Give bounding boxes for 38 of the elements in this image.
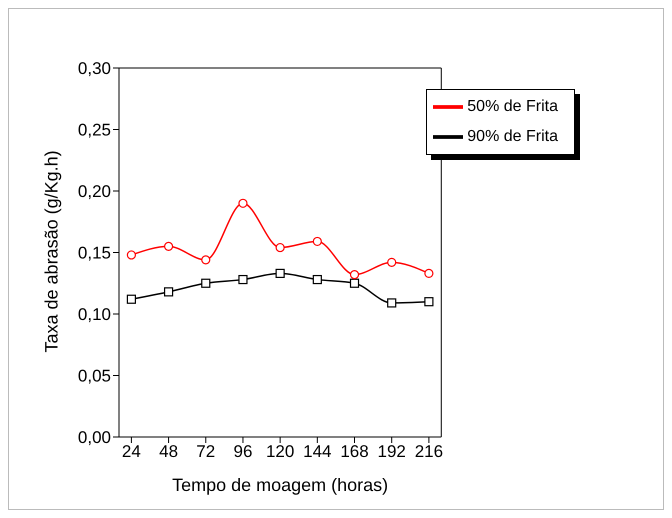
y-tick-label: 0,30 <box>78 59 111 78</box>
point <box>276 268 285 278</box>
point <box>126 294 136 304</box>
x-tick-label: 168 <box>340 442 369 462</box>
x-tick-label: 24 <box>122 442 141 462</box>
point <box>424 268 434 278</box>
y-tick-label: 0,25 <box>78 120 111 140</box>
x-axis-title: Tempo de moagem (horas) <box>172 475 388 495</box>
y-tick-label: 0,20 <box>78 182 111 202</box>
x-tick-label: 48 <box>159 442 178 462</box>
y-tick-label: 0,00 <box>78 428 111 448</box>
point <box>312 236 322 246</box>
point <box>238 274 248 284</box>
point <box>276 242 285 252</box>
point <box>238 198 248 208</box>
y-tick-label: 0,10 <box>78 305 111 324</box>
x-tick-label: 216 <box>414 442 444 462</box>
x-tick-label: 120 <box>266 442 294 462</box>
x-tick-label: 144 <box>303 442 332 462</box>
legend-label: 50% de Frita <box>467 98 558 116</box>
y-tick-label: 0,05 <box>78 366 111 386</box>
point <box>126 250 136 260</box>
point <box>350 270 360 280</box>
point <box>164 287 174 296</box>
point <box>350 278 360 288</box>
legend-label: 90% de Frita <box>467 128 558 146</box>
y-axis-title: Taxa de abrasão (g/Kg.h) <box>41 150 62 352</box>
point <box>164 242 174 251</box>
x-tick-label: 192 <box>378 442 406 462</box>
point <box>312 274 322 284</box>
point <box>387 258 396 267</box>
x-tick-label: 96 <box>233 442 252 462</box>
y-tick-label: 0,15 <box>78 244 111 263</box>
point <box>424 297 434 306</box>
point <box>201 278 210 288</box>
x-tick-label: 72 <box>196 442 216 462</box>
point <box>387 298 396 308</box>
point <box>201 255 210 264</box>
